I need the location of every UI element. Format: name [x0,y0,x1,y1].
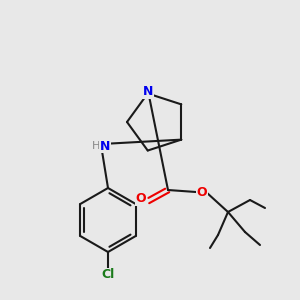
Text: N: N [142,85,153,98]
Text: O: O [197,185,207,199]
Text: H: H [92,141,100,151]
Text: O: O [136,193,146,206]
Text: N: N [100,140,110,152]
Text: Cl: Cl [101,268,115,281]
